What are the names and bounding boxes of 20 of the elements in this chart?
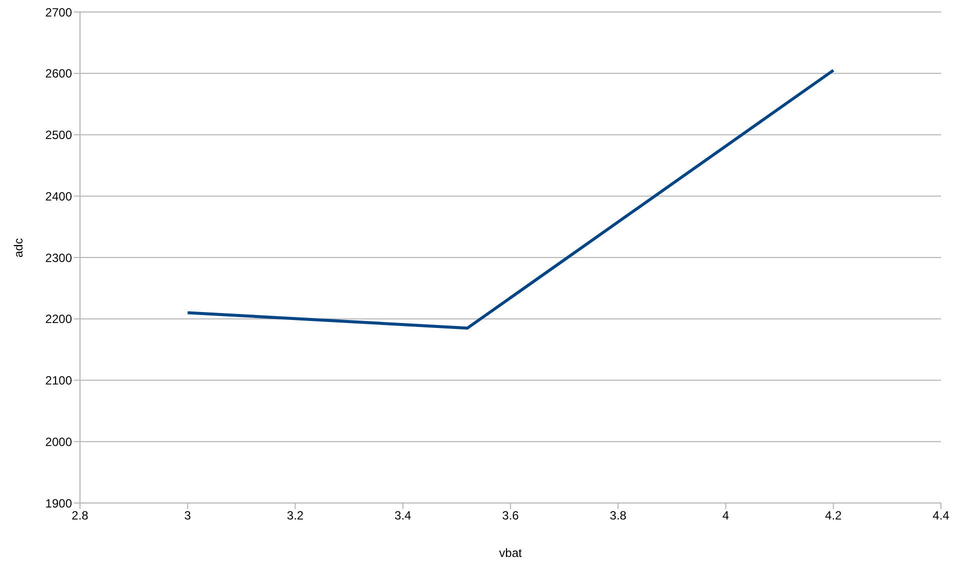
y-tick-label: 1900 [45, 496, 72, 510]
y-tick-label: 2200 [45, 312, 72, 326]
x-tick-label: 3.2 [286, 508, 304, 523]
y-tick-label: 2700 [45, 5, 72, 20]
x-tick-label: 3.6 [502, 508, 520, 523]
x-tick-label: 3 [184, 508, 192, 523]
x-tick-label: 2.8 [72, 508, 89, 523]
y-tick-label: 2100 [45, 374, 72, 388]
y-tick-label: 2000 [45, 434, 72, 449]
y-tick-label: 2500 [45, 128, 72, 142]
x-tick-label: 3.8 [610, 508, 627, 523]
y-tick-label: 2600 [45, 66, 72, 81]
x-tick-label: 4.2 [825, 508, 842, 523]
y-axis-title: adc [11, 238, 26, 258]
x-tick-label: 4 [722, 508, 730, 523]
x-axis-title: vbat [499, 546, 523, 560]
y-tick-label: 2400 [45, 189, 72, 204]
x-tick-label: 4.4 [932, 508, 950, 523]
x-tick-label: 3.4 [394, 508, 412, 523]
y-tick-label: 2300 [45, 250, 72, 265]
